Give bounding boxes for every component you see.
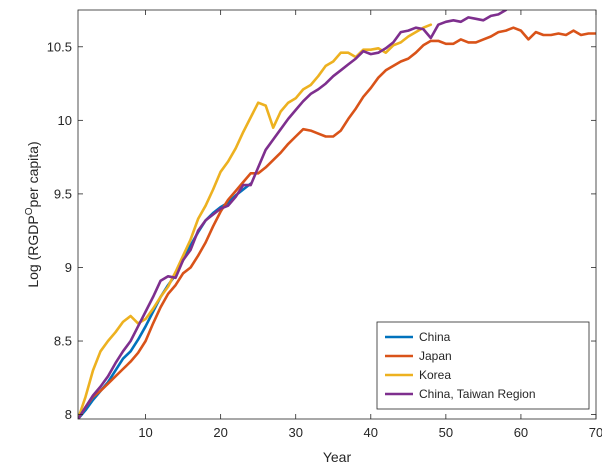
y-tick-label: 10 — [58, 113, 72, 128]
legend: China Japan Korea China, Taiwan Region — [376, 321, 590, 410]
x-tick-label: 20 — [213, 425, 227, 440]
y-axis-label-main: Log (RGDP — [25, 215, 41, 287]
axes-layer — [77, 9, 597, 420]
y-axis-label-tail: per capita) — [25, 141, 41, 207]
y-tick-label: 9.5 — [54, 186, 72, 201]
legend-label-3: China, Taiwan Region — [419, 387, 536, 401]
series-line-2 — [78, 23, 433, 419]
legend-label-0: China — [419, 330, 451, 344]
x-tick-label: 40 — [364, 425, 378, 440]
axes-box — [77, 9, 597, 420]
ticks-layer: 10 20 30 40 50 60 70 8 8.5 9 9.5 10 10.5 — [47, 10, 602, 440]
x-tick-label: 10 — [138, 425, 152, 440]
x-tick-label: 70 — [589, 425, 602, 440]
series-layer — [78, 10, 596, 419]
y-axis-label: Log (RGDPOper capita) — [24, 141, 41, 287]
y-tick-label: 10.5 — [47, 39, 72, 54]
y-axis-label-superscript: O — [24, 207, 35, 215]
series-line-3 — [78, 10, 508, 419]
x-axis-label: Year — [323, 449, 352, 465]
x-tick-label: 30 — [288, 425, 302, 440]
series-line-1 — [78, 26, 596, 419]
x-tick-label: 60 — [514, 425, 528, 440]
legend-label-1: Japan — [419, 349, 452, 363]
y-tick-label: 8.5 — [54, 334, 72, 349]
legend-label-2: Korea — [419, 368, 451, 382]
y-tick-label: 8 — [65, 407, 72, 422]
x-tick-label: 50 — [439, 425, 453, 440]
y-tick-label: 9 — [65, 260, 72, 275]
